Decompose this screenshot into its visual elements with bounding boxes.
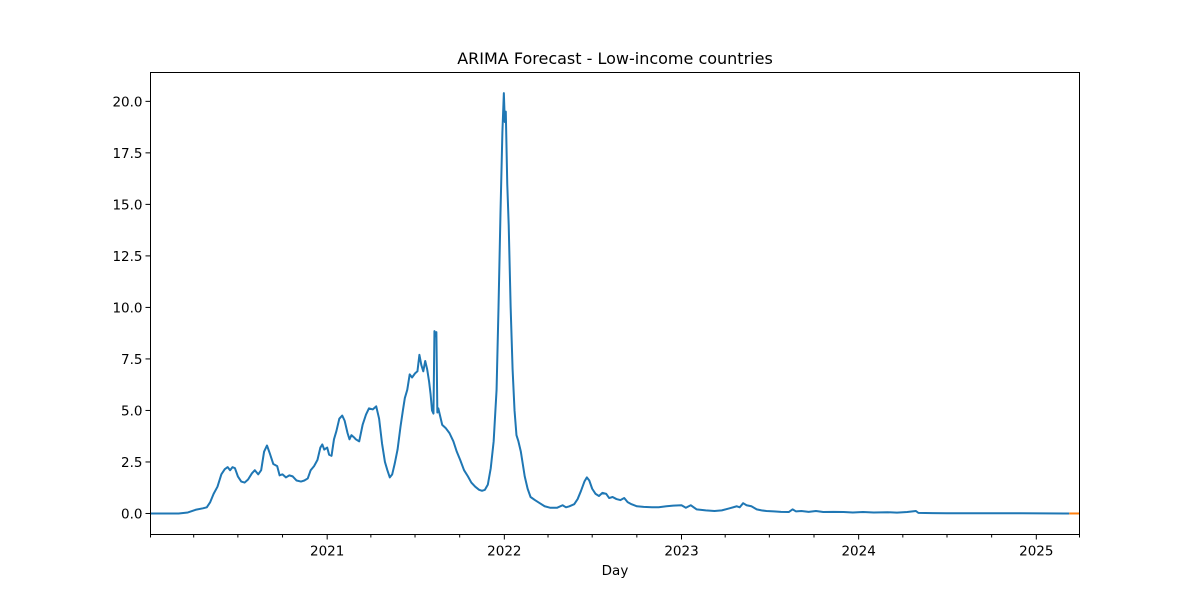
x-tick-label: 2021 [310,544,344,560]
x-tick-label: 2025 [1019,544,1053,560]
x-axis: 2021 2022 2023 2024 2025 [150,534,1080,560]
series-layer [150,92,1080,515]
y-tick-label: 5.0 [121,403,142,419]
y-tick-label: 12.5 [112,249,142,265]
y-axis: 0.0 2.5 5.0 7.5 10.0 12.5 15.0 17.5 20.0 [112,94,151,522]
x-tick-label: 2024 [841,544,875,560]
x-axis-label: Day [602,563,629,579]
plot-area-frame [150,72,1080,535]
x-tick-label: 2023 [664,544,698,560]
y-tick-label: 17.5 [112,146,142,162]
x-tick-label: 2022 [487,544,521,560]
y-tick-label: 20.0 [112,94,142,110]
y-tick-label: 7.5 [121,352,142,368]
chart-title: ARIMA Forecast - Low-income countries [457,49,773,68]
y-tick-label: 2.5 [121,455,142,471]
y-tick-label: 15.0 [112,197,142,213]
observed-series-line [150,92,1070,515]
y-tick-label: 10.0 [112,300,142,316]
y-tick-label: 0.0 [121,506,142,522]
